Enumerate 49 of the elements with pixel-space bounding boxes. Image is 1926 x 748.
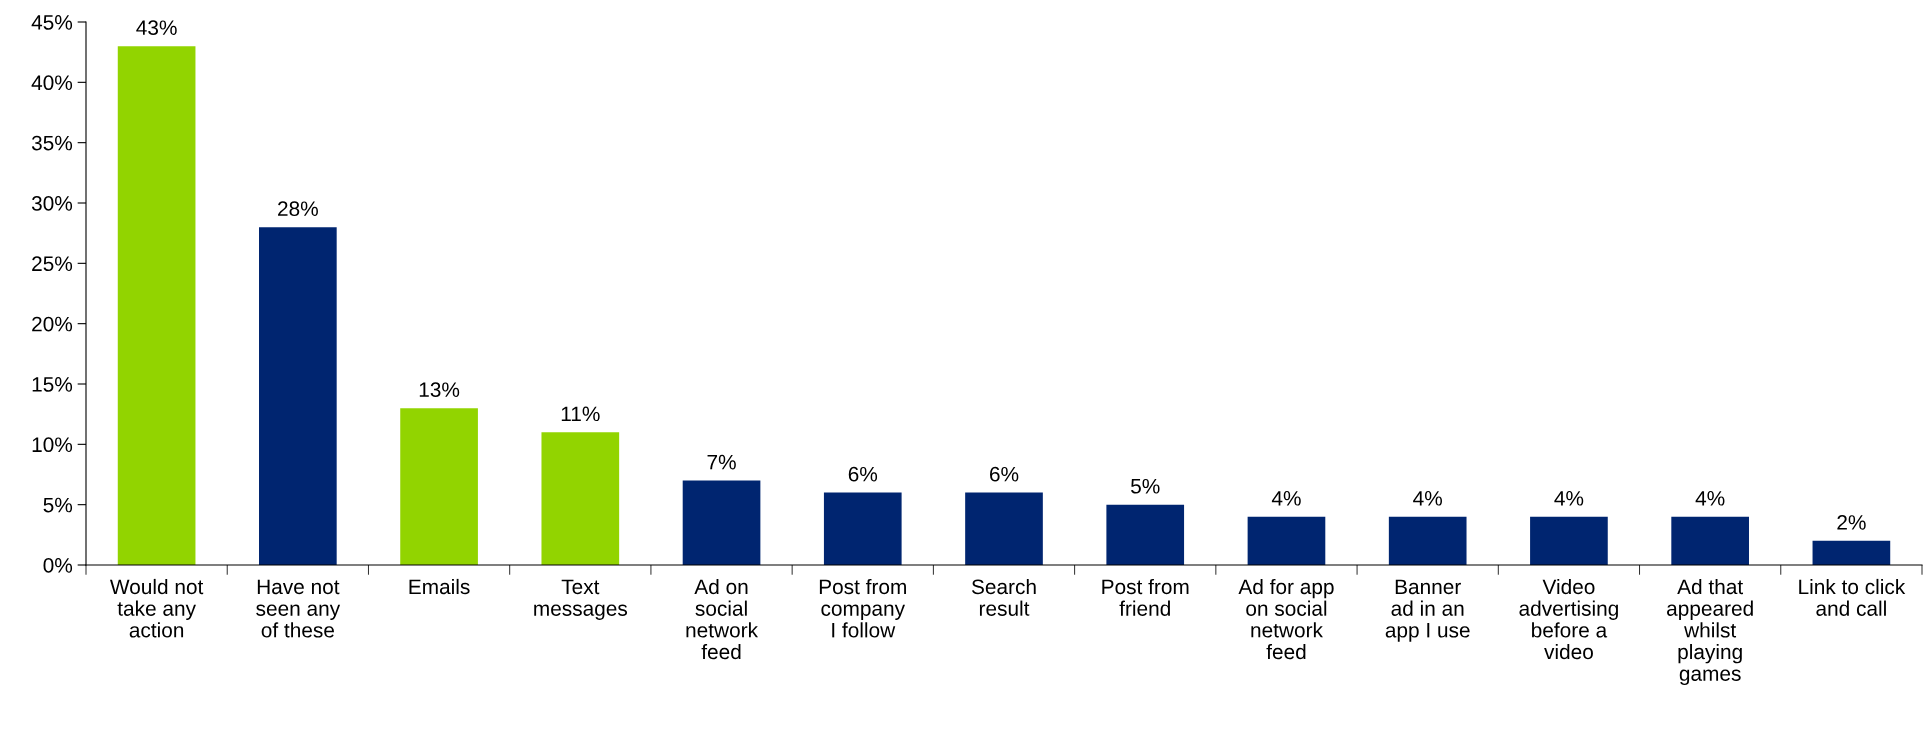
- bar: [259, 227, 337, 565]
- bar: [117, 46, 196, 565]
- data-label: 5%: [1131, 478, 1160, 494]
- x-tick-label: Link to click and call: [1799, 578, 1906, 616]
- y-tick-label: 25%: [32, 256, 73, 272]
- data-label: 28%: [278, 201, 318, 217]
- data-label: 4%: [1695, 491, 1725, 506]
- bar: [400, 408, 478, 565]
- y-tick-label: 0%: [43, 558, 73, 573]
- bar: [541, 432, 620, 565]
- x-tick-label: Ad for app on social network feed: [1238, 578, 1334, 660]
- bar: [1812, 540, 1891, 565]
- y-tick-label: 45%: [31, 15, 73, 30]
- y-tick-label: 15%: [32, 377, 73, 392]
- bar: [823, 492, 902, 565]
- data-label: 2%: [1837, 515, 1866, 530]
- y-tick-label: 20%: [32, 316, 73, 332]
- x-tick-label: Emails: [409, 578, 470, 595]
- y-tick-label: 30%: [31, 196, 73, 211]
- y-tick-label: 35%: [31, 135, 73, 151]
- data-label: 6%: [990, 466, 1019, 482]
- data-label: 7%: [707, 454, 736, 470]
- data-label: 4%: [1413, 491, 1443, 506]
- bar: [1530, 516, 1608, 565]
- x-tick-label: Post from company I follow: [819, 578, 906, 638]
- x-tick-label: Ad that appeared whilst playing games: [1667, 578, 1753, 686]
- bar: [682, 480, 761, 565]
- data-label: 4%: [1554, 491, 1584, 506]
- x-tick-label: Text messages: [534, 579, 628, 620]
- y-tick-label: 5%: [43, 497, 73, 513]
- x-tick-label: Search result: [971, 578, 1036, 616]
- bar: [1247, 516, 1326, 565]
- y-tick-label: 40%: [31, 75, 73, 91]
- x-tick-label: Would not take any action: [109, 578, 204, 638]
- x-tick-label: Video advertising before a video: [1519, 578, 1618, 660]
- bar: [965, 492, 1043, 565]
- bar: [1388, 516, 1467, 565]
- data-label: 6%: [848, 466, 878, 482]
- x-tick-label: Ad on social network feed: [686, 578, 759, 660]
- bar: [1671, 516, 1749, 565]
- x-tick-label: Post from friend: [1102, 578, 1189, 616]
- y-tick-label: 10%: [32, 437, 73, 453]
- data-label: 11%: [561, 406, 600, 422]
- data-label: 4%: [1271, 491, 1301, 506]
- data-label: 13%: [419, 382, 460, 398]
- data-label: 43%: [136, 20, 177, 36]
- x-tick-label: Banner ad in an app I use: [1385, 579, 1470, 642]
- x-tick-label: Have not seen any of these: [256, 579, 341, 638]
- bar: [1106, 504, 1185, 565]
